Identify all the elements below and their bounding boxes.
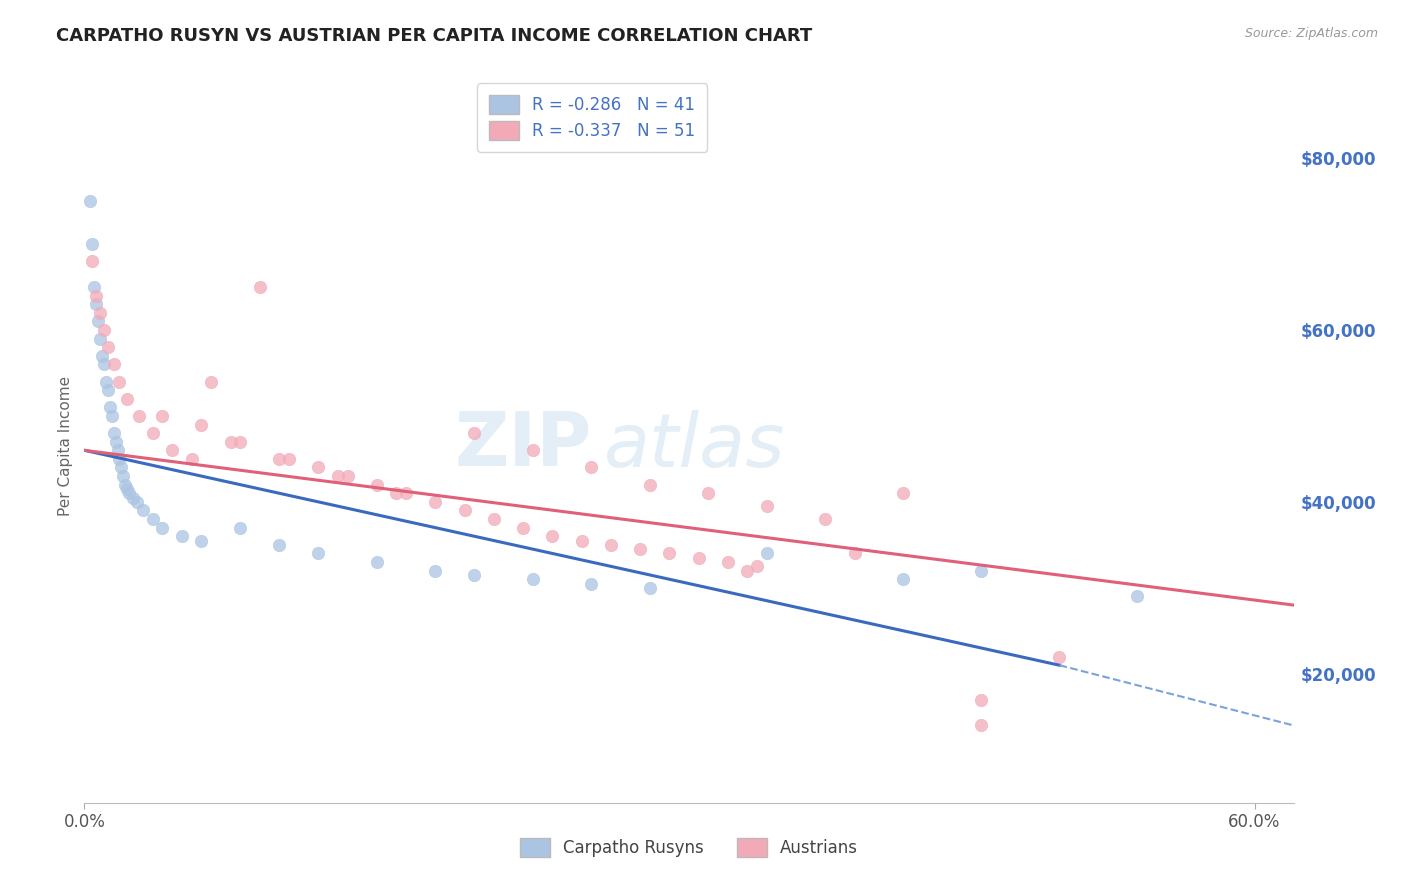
Point	[89, 306, 111, 320]
Point	[128, 409, 150, 423]
Point	[94, 375, 117, 389]
Point	[425, 564, 447, 578]
Point	[229, 434, 252, 449]
Point	[522, 443, 544, 458]
Point	[581, 460, 603, 475]
Text: Source: ZipAtlas.com: Source: ZipAtlas.com	[1244, 27, 1378, 40]
Point	[110, 460, 132, 475]
Point	[638, 581, 661, 595]
Point	[638, 477, 661, 491]
Point	[326, 469, 349, 483]
Point	[482, 512, 505, 526]
Point	[83, 280, 105, 294]
Point	[122, 491, 145, 505]
Point	[385, 486, 408, 500]
Point	[114, 477, 136, 491]
Point	[100, 409, 122, 423]
Point	[107, 443, 129, 458]
Point	[512, 521, 534, 535]
Point	[112, 469, 135, 483]
Point	[697, 486, 720, 500]
Point	[278, 451, 301, 466]
Point	[747, 559, 769, 574]
Point	[97, 383, 120, 397]
Point	[366, 555, 388, 569]
Point	[229, 521, 252, 535]
Point	[541, 529, 564, 543]
Text: atlas: atlas	[605, 410, 786, 482]
Point	[453, 503, 475, 517]
Point	[893, 486, 915, 500]
Point	[844, 546, 866, 560]
Point	[84, 297, 107, 311]
Point	[717, 555, 740, 569]
Point	[522, 572, 544, 586]
Point	[600, 538, 623, 552]
Point	[1126, 590, 1149, 604]
Point	[125, 495, 148, 509]
Point	[307, 460, 329, 475]
Legend: Carpatho Rusyns, Austrians: Carpatho Rusyns, Austrians	[512, 830, 866, 866]
Point	[463, 568, 485, 582]
Point	[395, 486, 418, 500]
Point	[104, 434, 127, 449]
Point	[90, 349, 112, 363]
Point	[89, 332, 111, 346]
Point	[103, 426, 125, 441]
Point	[755, 499, 778, 513]
Point	[150, 521, 173, 535]
Y-axis label: Per Capita Income: Per Capita Income	[58, 376, 73, 516]
Point	[93, 357, 115, 371]
Text: CARPATHO RUSYN VS AUSTRIAN PER CAPITA INCOME CORRELATION CHART: CARPATHO RUSYN VS AUSTRIAN PER CAPITA IN…	[56, 27, 813, 45]
Point	[200, 375, 222, 389]
Point	[132, 503, 155, 517]
Point	[893, 572, 915, 586]
Point	[142, 512, 165, 526]
Point	[190, 417, 212, 432]
Point	[79, 194, 101, 208]
Point	[108, 451, 131, 466]
Point	[103, 357, 125, 371]
Point	[658, 546, 681, 560]
Text: ZIP: ZIP	[456, 409, 592, 483]
Point	[307, 546, 329, 560]
Point	[970, 564, 993, 578]
Point	[970, 692, 993, 706]
Point	[84, 288, 107, 302]
Point	[82, 254, 104, 268]
Point	[336, 469, 359, 483]
Point	[180, 451, 202, 466]
Point	[269, 451, 291, 466]
Point	[571, 533, 593, 548]
Point	[628, 542, 651, 557]
Point	[117, 392, 139, 406]
Point	[366, 477, 388, 491]
Point	[150, 409, 173, 423]
Point	[1049, 649, 1071, 664]
Point	[269, 538, 291, 552]
Point	[219, 434, 242, 449]
Point	[737, 564, 759, 578]
Point	[970, 718, 993, 732]
Point	[142, 426, 165, 441]
Point	[118, 486, 141, 500]
Point	[82, 236, 104, 251]
Point	[160, 443, 183, 458]
Point	[108, 375, 131, 389]
Point	[97, 340, 120, 354]
Point	[117, 482, 139, 496]
Point	[463, 426, 485, 441]
Point	[581, 576, 603, 591]
Point	[688, 550, 710, 565]
Point	[814, 512, 837, 526]
Point	[755, 546, 778, 560]
Point	[249, 280, 271, 294]
Point	[190, 533, 212, 548]
Point	[98, 401, 121, 415]
Point	[170, 529, 193, 543]
Point	[425, 495, 447, 509]
Point	[87, 314, 110, 328]
Point	[93, 323, 115, 337]
